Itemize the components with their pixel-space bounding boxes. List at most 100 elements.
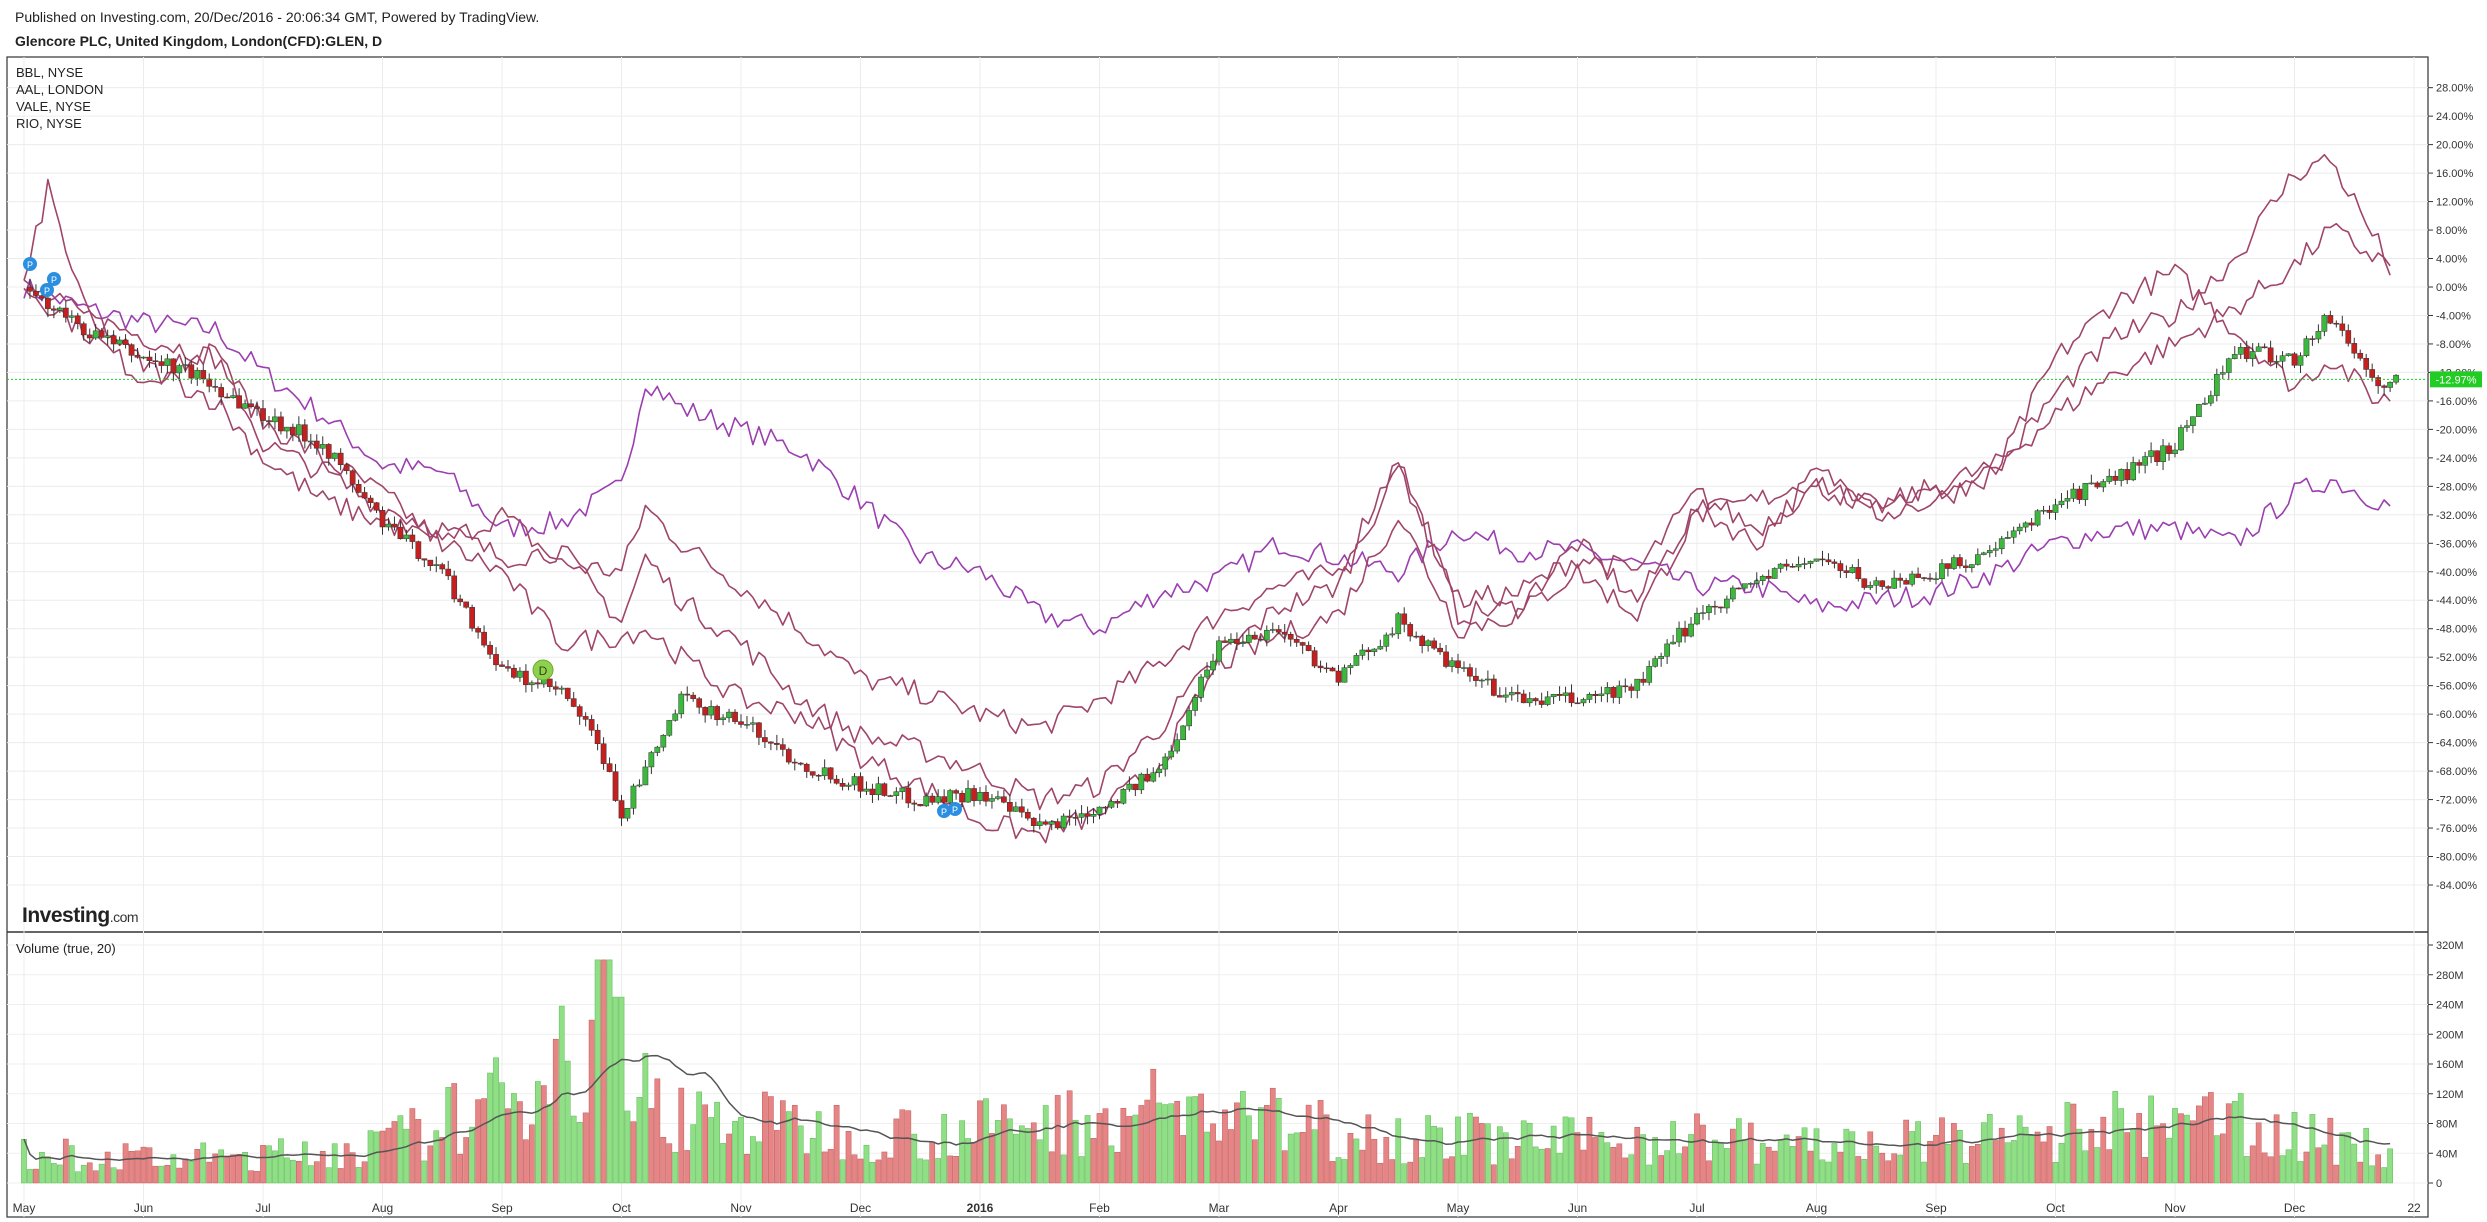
candle-body <box>86 334 93 339</box>
volume-bar <box>2052 1162 2059 1184</box>
volume-bar <box>911 1133 918 1184</box>
y-tick-label: -44.00% <box>2436 595 2477 607</box>
last-value-badge: -12.97% <box>2430 371 2482 388</box>
volume-bar <box>361 1161 368 1184</box>
vol-tick-label: 40M <box>2436 1148 2457 1160</box>
volume-bar <box>1682 1146 1688 1184</box>
volume-bar <box>1305 1104 1312 1184</box>
candle-body <box>2345 330 2352 344</box>
y-tick-label: -56.00% <box>2436 681 2477 693</box>
pivot-marker[interactable]: P <box>40 283 54 297</box>
candle-body <box>2184 425 2190 428</box>
candle-body <box>523 670 529 686</box>
candle-body <box>1180 725 1187 741</box>
candle-body <box>1538 700 1545 705</box>
candle-body <box>158 361 165 366</box>
candle-body <box>511 667 517 678</box>
y-tick-label: -64.00% <box>2436 738 2477 750</box>
pivot-marker[interactable]: P <box>47 272 61 286</box>
y-tick-label: -8.00% <box>2436 339 2471 351</box>
volume-bar <box>582 1112 589 1184</box>
volume-bar <box>666 1143 673 1184</box>
volume-bar <box>1520 1120 1527 1184</box>
volume-bar <box>2297 1161 2304 1184</box>
volume-bar <box>1664 1150 1670 1184</box>
volume-bar <box>98 1163 105 1184</box>
candle-body <box>1616 685 1623 698</box>
candle-body <box>1389 633 1396 636</box>
volume-bar <box>791 1105 798 1184</box>
volume-bar <box>2028 1135 2035 1184</box>
candle-body <box>2034 510 2041 526</box>
volume-bar <box>1634 1127 1641 1184</box>
volume-bar <box>1365 1114 1372 1184</box>
volume-bar <box>1980 1122 1987 1184</box>
volume-bar <box>278 1138 284 1184</box>
y-tick-label: 20.00% <box>2436 140 2474 152</box>
candle-body <box>827 767 834 780</box>
candle-body <box>182 364 189 366</box>
candle-body <box>1562 692 1569 696</box>
vol-tick-label: 160M <box>2436 1059 2464 1071</box>
volume-bar <box>2249 1145 2256 1184</box>
volume-bar <box>1186 1096 1192 1184</box>
candle-body <box>1831 561 1838 564</box>
volume-bar <box>612 996 619 1184</box>
pivot-marker[interactable]: P <box>948 802 962 816</box>
volume-bar <box>869 1162 876 1184</box>
candle-body <box>594 729 601 745</box>
volume-bar <box>146 1147 153 1184</box>
candle-body <box>2016 526 2023 532</box>
candle-body <box>1861 578 1868 588</box>
volume-bar <box>529 1124 535 1184</box>
volume-bar <box>242 1152 248 1184</box>
candle-body <box>2255 346 2262 352</box>
candle-body <box>1126 783 1133 790</box>
volume-bar <box>762 1091 768 1184</box>
candle-body <box>1909 573 1915 585</box>
volume-bar <box>1933 1134 1939 1184</box>
candle-body <box>409 534 416 542</box>
candle-body <box>1688 623 1694 637</box>
candle-body <box>1335 670 1342 683</box>
x-tick-label: Oct <box>2046 1201 2065 1215</box>
volume-bar <box>983 1098 989 1184</box>
svg-text:Investing.com: Investing.com <box>22 904 138 927</box>
x-tick-label: Jul <box>1689 1201 1704 1215</box>
volume-bar <box>863 1144 870 1184</box>
volume-bar <box>1998 1127 2005 1184</box>
volume-bar <box>893 1118 900 1184</box>
candle-body <box>1144 773 1151 782</box>
candle-body <box>1060 815 1067 829</box>
candle-body <box>2243 347 2250 359</box>
pivot-marker[interactable]: P <box>23 257 37 271</box>
volume-bar <box>959 1120 965 1184</box>
y-tick-label: -16.00% <box>2436 396 2477 408</box>
volume-bar <box>2148 1095 2154 1184</box>
dividend-marker[interactable]: D <box>532 659 554 681</box>
event-markers: D P P P P P <box>23 257 962 818</box>
candlesticks <box>27 278 2399 833</box>
candle-body <box>809 771 816 776</box>
volume-bar <box>307 1165 314 1184</box>
candle-body <box>331 452 338 459</box>
volume-bar <box>1496 1126 1503 1184</box>
candle-body <box>833 778 840 784</box>
candle-body <box>1216 640 1222 662</box>
candle-body <box>2237 347 2244 355</box>
volume-bar <box>2124 1132 2131 1184</box>
candle-body <box>463 601 469 608</box>
candle-body <box>2249 351 2256 359</box>
candle-body <box>1801 563 1808 565</box>
x-tick-label: Aug <box>1806 1201 1827 1215</box>
candle-body <box>325 444 332 459</box>
volume-bar <box>45 1156 51 1184</box>
pivot-marker[interactable]: P <box>937 804 951 818</box>
volume-bar <box>732 1121 738 1184</box>
candle-body <box>2088 482 2095 485</box>
volume-bar <box>833 1104 840 1184</box>
volume-bar <box>296 1160 302 1184</box>
volume-bar <box>116 1169 123 1184</box>
volume-bar <box>1001 1104 1007 1184</box>
candle-body <box>2321 315 2328 332</box>
